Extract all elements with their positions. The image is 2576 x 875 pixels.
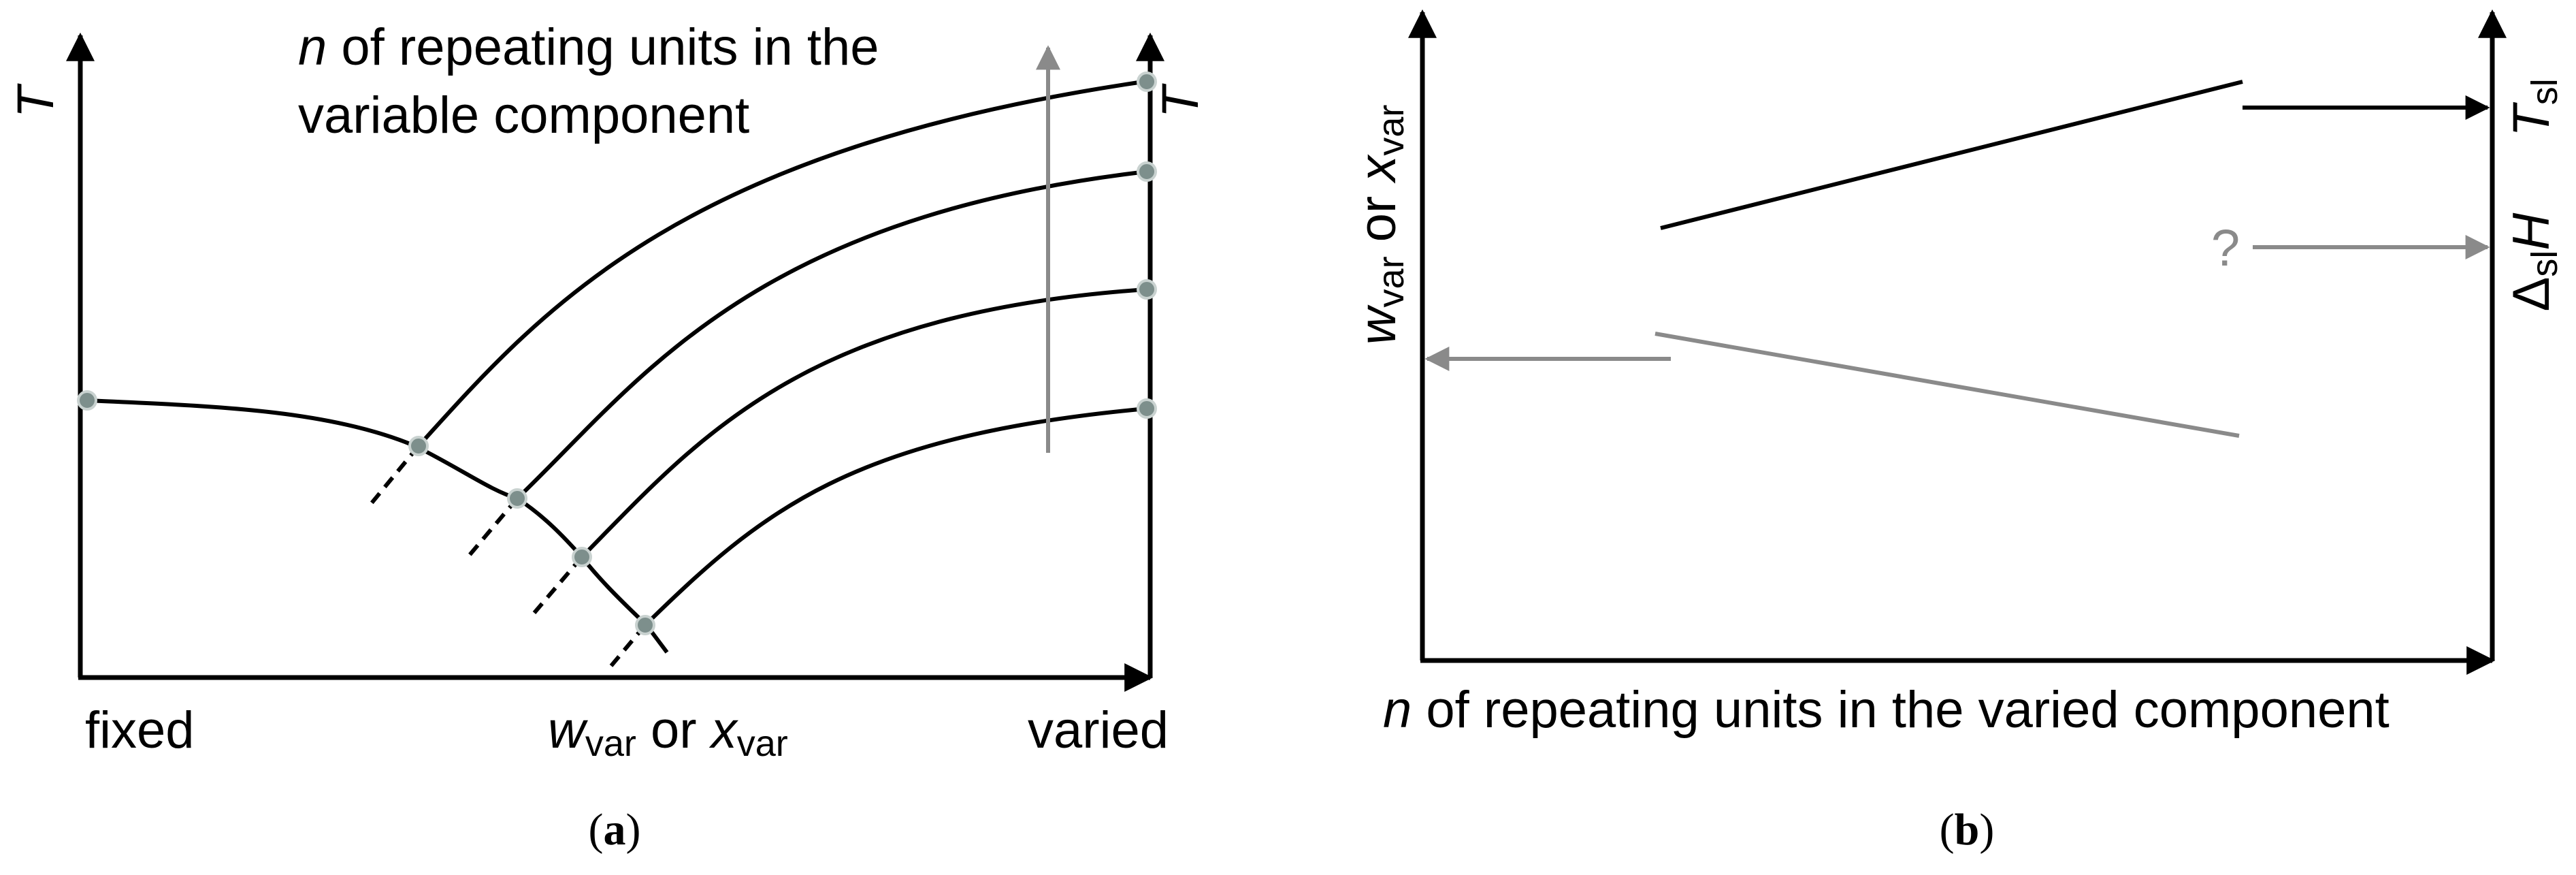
panel-b: wvar or xvar Tsl ΔslH ? n of repeating u… xyxy=(1349,9,2565,855)
marker-varied-melting-1 xyxy=(1137,71,1157,92)
liquidus-curve-2 xyxy=(515,170,1147,500)
dashed-extension-2 xyxy=(468,497,519,556)
marker-varied-melting-2 xyxy=(1137,161,1157,182)
marker-fixed-melting-point xyxy=(77,390,97,411)
panel-b-x-axis-label: n of repeating units in the varied compo… xyxy=(1383,681,2390,739)
panel-a-annotation-line1: n of repeating units in the xyxy=(298,18,879,76)
panel-a-x-right-label: varied xyxy=(1028,701,1169,759)
dashed-extension-3 xyxy=(532,556,584,614)
unknown-question-mark: ? xyxy=(2211,219,2240,277)
composition-trend-line xyxy=(1654,332,2240,438)
panel-a-x-mid-label: wvar or xvar xyxy=(548,701,788,764)
marker-eutectic-3 xyxy=(572,547,592,567)
panel-a-left-y-label: T xyxy=(7,83,65,118)
panel-b-right-top-label: Tsl xyxy=(2502,78,2565,136)
dashed-extension-1 xyxy=(369,445,421,505)
eutectic-and-melting-markers xyxy=(77,71,1157,635)
liquidus-curve-1 xyxy=(417,80,1144,448)
panel-a-caption: (a) xyxy=(589,805,641,855)
panel-b-caption: (b) xyxy=(1940,805,1995,855)
marker-eutectic-4 xyxy=(635,615,655,635)
panel-b-right-mid-label: ΔslH xyxy=(2502,213,2565,312)
liquidus-curve-3 xyxy=(580,287,1147,559)
panel-a: T T n of repeating units in the variable… xyxy=(7,18,1209,855)
panel-a-x-left-label: fixed xyxy=(85,701,195,759)
panel-a-right-y-label: T xyxy=(1152,83,1209,118)
liquidus-curve-4 xyxy=(643,407,1147,627)
liquidus-curve-fixed xyxy=(86,398,669,654)
marker-eutectic-2 xyxy=(507,488,527,509)
marker-varied-melting-3 xyxy=(1137,279,1157,300)
marker-varied-melting-4 xyxy=(1137,398,1157,419)
marker-eutectic-1 xyxy=(408,436,429,456)
melting-temperature-trend-line xyxy=(1660,80,2243,230)
panel-a-annotation-line2: variable component xyxy=(298,86,749,144)
panel-b-left-y-label: wvar or xvar xyxy=(1349,105,1412,345)
